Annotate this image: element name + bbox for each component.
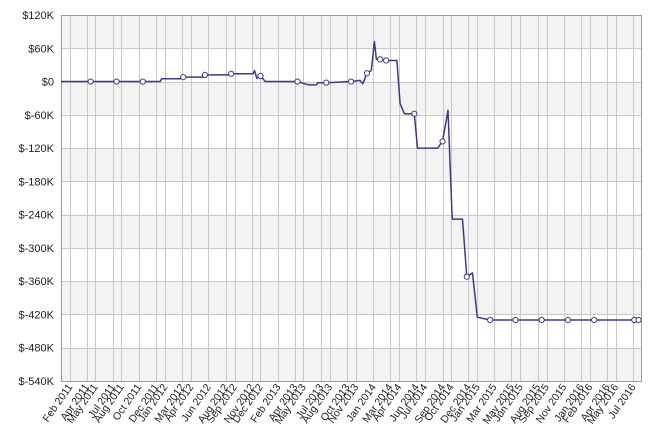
data-point xyxy=(323,79,330,86)
data-point xyxy=(139,78,146,85)
y-tick-label: $-240K xyxy=(19,210,55,222)
data-point xyxy=(635,316,642,324)
data-point xyxy=(228,70,235,77)
data-point xyxy=(363,70,371,77)
y-tick-label: $-60K xyxy=(25,110,55,122)
data-point xyxy=(377,56,384,63)
y-axis-labels: $120K $60K $0 $-60K $-120K $-180K $-240K $-300K… xyxy=(19,10,55,388)
y-tick-label: $60K xyxy=(28,43,54,55)
data-point xyxy=(87,78,94,85)
data-point xyxy=(257,72,264,80)
data-point xyxy=(538,316,545,324)
plot-frame xyxy=(61,15,642,382)
data-point xyxy=(487,316,494,324)
plot-bands xyxy=(61,15,642,381)
plot-band xyxy=(61,15,642,49)
data-point xyxy=(180,74,187,81)
data-point xyxy=(591,316,598,324)
data-point xyxy=(383,57,390,64)
y-tick-label: $-360K xyxy=(19,276,55,288)
y-tick-label: $-540K xyxy=(19,376,55,388)
plot-band xyxy=(61,81,642,115)
y-tick-label: $-420K xyxy=(19,309,55,321)
data-point xyxy=(201,71,208,78)
data-point xyxy=(564,316,572,324)
y-tick-label: $-480K xyxy=(19,343,55,355)
y-tick-label: $-120K xyxy=(19,143,55,155)
plot-background xyxy=(61,15,642,381)
y-tick-label: $-300K xyxy=(19,243,55,255)
data-point xyxy=(439,138,446,145)
y-tick-label: $0 xyxy=(42,77,54,89)
y-tick-label: $120K xyxy=(22,10,54,22)
plot-band xyxy=(61,281,642,315)
data-point xyxy=(411,110,418,117)
plot-band xyxy=(61,347,642,381)
data-markers xyxy=(87,56,642,324)
data-point xyxy=(294,78,301,85)
y-tick-label: $-180K xyxy=(19,176,55,188)
data-point xyxy=(347,78,355,85)
data-point xyxy=(113,78,120,85)
plot-band xyxy=(61,214,642,248)
data-point xyxy=(512,316,519,324)
data-point xyxy=(463,273,470,280)
plot-band xyxy=(61,148,642,182)
